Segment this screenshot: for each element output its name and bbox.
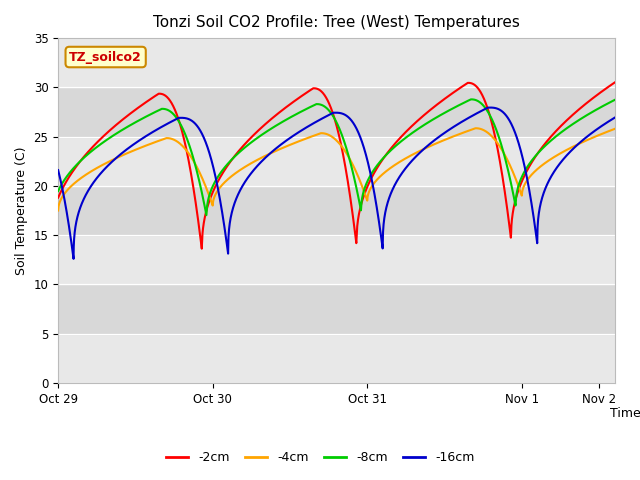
Y-axis label: Soil Temperature (C): Soil Temperature (C) xyxy=(15,146,28,275)
Bar xyxy=(58,38,614,87)
Title: Tonzi Soil CO2 Profile: Tree (West) Temperatures: Tonzi Soil CO2 Profile: Tree (West) Temp… xyxy=(153,15,520,30)
Text: TZ_soilco2: TZ_soilco2 xyxy=(69,50,142,63)
Bar xyxy=(58,334,614,383)
Bar xyxy=(58,186,614,235)
Bar xyxy=(58,87,614,137)
X-axis label: Time: Time xyxy=(611,407,640,420)
Legend: -2cm, -4cm, -8cm, -16cm: -2cm, -4cm, -8cm, -16cm xyxy=(161,446,479,469)
Bar xyxy=(58,235,614,285)
Bar xyxy=(58,137,614,186)
Bar xyxy=(58,285,614,334)
